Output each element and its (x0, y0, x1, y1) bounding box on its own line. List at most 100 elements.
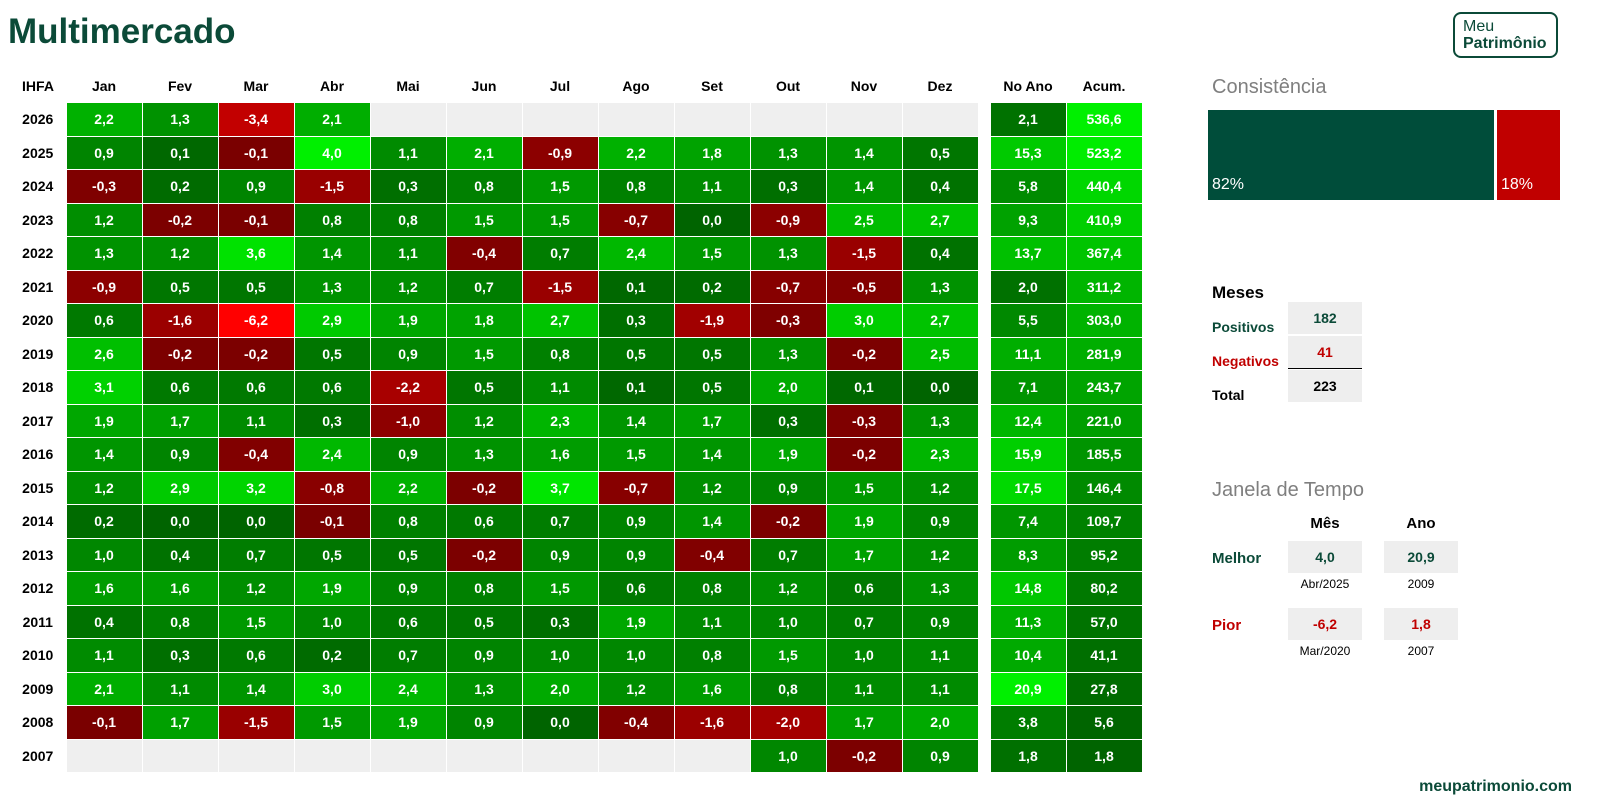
month-cell-abr: 2,4 (293, 437, 371, 472)
no-ano-cell: 8,3 (989, 537, 1067, 572)
no-ano-cell: 10,4 (989, 638, 1067, 673)
month-cell-set: 1,4 (673, 437, 751, 472)
no-ano-cell: 15,9 (989, 437, 1067, 472)
month-cell-mai: 0,8 (369, 202, 447, 237)
year-label: 2010 (22, 647, 54, 664)
month-cell-mar: -0,2 (217, 336, 295, 371)
month-cell-dez: 1,3 (901, 571, 979, 606)
year-row-2025: 2025 0,9 0,1 -0,1 4,0 1,1 2,1 -0,9 2,2 1,8 1,3 1,4 0… (10, 135, 1143, 170)
acum-cell: 185,5 (1065, 437, 1143, 472)
no-ano-cell: 14,8 (989, 571, 1067, 606)
acum-cell: 95,2 (1065, 537, 1143, 572)
year-row-2007: 2007 1,0 -0,2 0,9 1,8 1,8 (10, 738, 1143, 773)
no-ano-cell: 13,7 (989, 236, 1067, 271)
month-cell-out: 1,0 (749, 738, 827, 773)
year-label: 2018 (22, 379, 54, 396)
acum-cell: 311,2 (1065, 269, 1143, 304)
acum-cell: 109,7 (1065, 504, 1143, 539)
year-row-2023: 2023 1,2 -0,2 -0,1 0,8 0,8 1,5 1,5 -0,7 0,0 -0,9 2,… (10, 202, 1143, 237)
month-cell-mar: -0,4 (217, 437, 295, 472)
month-header-abr: Abr (319, 77, 345, 94)
month-cell-jan: 2,1 (65, 671, 143, 706)
month-cell-fev: 0,6 (141, 370, 219, 405)
year-row-2016: 2016 1,4 0,9 -0,4 2,4 0,9 1,3 1,6 1,5 1,4 1,9 -0,2 2… (10, 437, 1143, 472)
month-cell-dez: 2,0 (901, 705, 979, 740)
no-ano-cell: 5,5 (989, 303, 1067, 338)
consistencia-title: Consistência (1212, 76, 1327, 98)
month-cell-mai: -1,0 (369, 403, 447, 438)
acum-cell: 523,2 (1065, 135, 1143, 170)
month-cell-mai: 0,9 (369, 336, 447, 371)
month-cell-dez: 2,3 (901, 437, 979, 472)
month-cell-mai (369, 102, 447, 137)
month-cell-dez: 0,5 (901, 135, 979, 170)
total-divider (1288, 368, 1362, 369)
month-cell-jan: -0,9 (65, 269, 143, 304)
month-cell-abr: 1,3 (293, 269, 371, 304)
column-gap (978, 639, 990, 673)
acum-cell: 5,6 (1065, 705, 1143, 740)
year-label: 2016 (22, 446, 54, 463)
melhor-ano-value: 20,9 (1384, 541, 1458, 573)
month-cell-ago: 1,9 (597, 604, 675, 639)
month-cell-ago: 0,9 (597, 537, 675, 572)
month-cell-ago: 1,2 (597, 671, 675, 706)
month-cell-dez: 0,4 (901, 236, 979, 271)
month-cell-jan: 0,6 (65, 303, 143, 338)
month-cell-out: -2,0 (749, 705, 827, 740)
month-cell-jul: 1,0 (521, 638, 599, 673)
month-header-out: Out (775, 77, 801, 94)
month-cell-set: 0,2 (673, 269, 751, 304)
no-ano-cell: 2,0 (989, 269, 1067, 304)
year-label: 2022 (22, 245, 54, 262)
month-cell-mai: -2,2 (369, 370, 447, 405)
month-cell-mai: 1,9 (369, 303, 447, 338)
month-cell-jun: 1,3 (445, 671, 523, 706)
month-cell-set: -1,9 (673, 303, 751, 338)
month-cell-dez: 1,2 (901, 537, 979, 572)
year-row-2015: 2015 1,2 2,9 3,2 -0,8 2,2 -0,2 3,7 -0,7 1,2 0,9 1,5… (10, 470, 1143, 505)
month-cell-out: 1,3 (749, 236, 827, 271)
month-cell-abr: -1,5 (293, 169, 371, 204)
total-label: Total (1212, 387, 1245, 403)
year-label: 2025 (22, 144, 54, 161)
acum-cell: 536,6 (1065, 102, 1143, 137)
negativos-label: Negativos (1212, 353, 1279, 369)
year-label: 2026 (22, 111, 54, 128)
month-cell-mai: 1,9 (369, 705, 447, 740)
no-ano-cell: 7,4 (989, 504, 1067, 539)
year-label: 2013 (22, 546, 54, 563)
heatmap-body: 2026 2,2 1,3 -3,4 2,1 2,1 536,6 2025 0,9 0,1 -0,1 4… (10, 102, 1143, 773)
year-label: 2007 (22, 747, 54, 764)
month-cell-abr (293, 738, 371, 773)
year-row-2019: 2019 2,6 -0,2 -0,2 0,5 0,9 1,5 0,8 0,5 0,5 1,3 -0,2… (10, 336, 1143, 371)
month-cell-jul: 1,5 (521, 169, 599, 204)
month-cell-dez: 0,9 (901, 504, 979, 539)
month-cell-abr: 0,5 (293, 336, 371, 371)
acum-cell: 57,0 (1065, 604, 1143, 639)
consistencia-bar: 82% 18% (1208, 110, 1560, 200)
month-cell-nov: -0,2 (825, 437, 903, 472)
janela-col-mes: Mês (1310, 515, 1340, 532)
acum-cell: 146,4 (1065, 470, 1143, 505)
month-cell-mar: 1,4 (217, 671, 295, 706)
month-cell-set: 0,8 (673, 638, 751, 673)
month-cell-abr: 2,1 (293, 102, 371, 137)
column-gap (978, 304, 990, 338)
column-gap (978, 270, 990, 304)
month-header-dez: Dez (927, 77, 953, 94)
month-cell-jun: 0,5 (445, 604, 523, 639)
month-cell-jul: 3,7 (521, 470, 599, 505)
no-ano-cell: 5,8 (989, 169, 1067, 204)
month-cell-mar: 1,2 (217, 571, 295, 606)
month-cell-nov: 3,0 (825, 303, 903, 338)
month-cell-jun: 0,7 (445, 269, 523, 304)
year-label: 2014 (22, 513, 54, 530)
column-gap (978, 538, 990, 572)
month-cell-jul: 2,0 (521, 671, 599, 706)
month-cell-jun: 0,8 (445, 571, 523, 606)
column-gap (978, 103, 990, 137)
month-cell-set: -1,6 (673, 705, 751, 740)
month-cell-jun: 1,8 (445, 303, 523, 338)
column-gap (978, 672, 990, 706)
